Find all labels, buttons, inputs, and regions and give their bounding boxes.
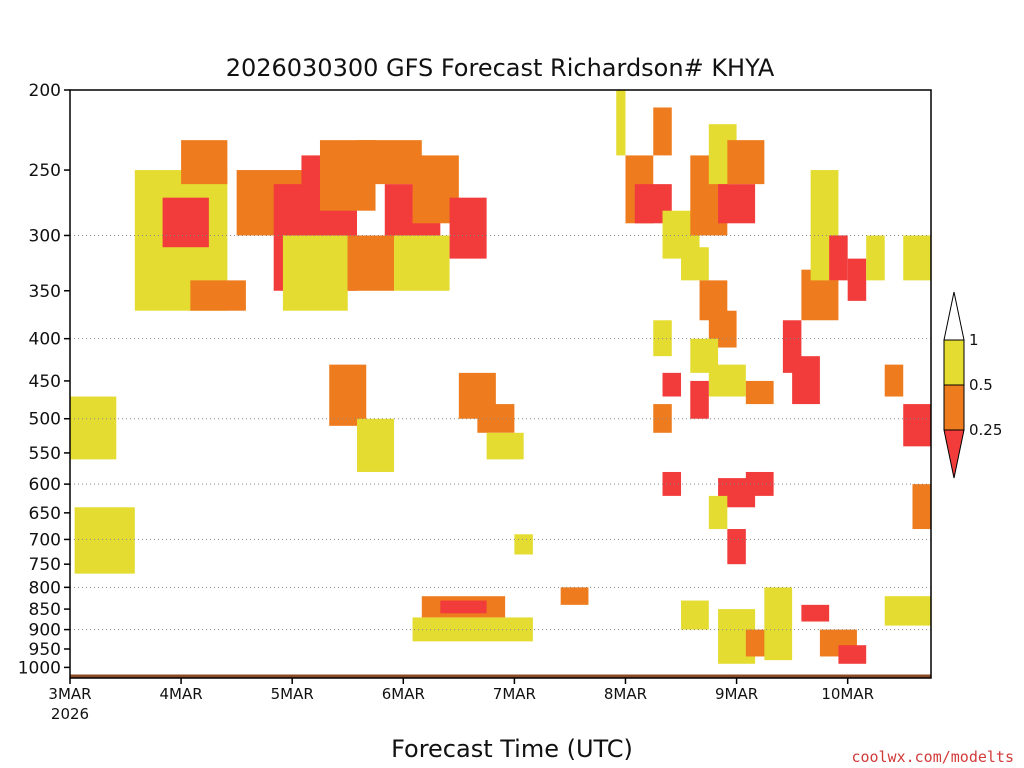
ri-cell — [329, 364, 367, 426]
ri-cell — [347, 235, 395, 291]
legend-label: 0.5 — [969, 376, 993, 394]
ri-cell — [181, 140, 228, 185]
y-tick-label: 750 — [29, 555, 61, 575]
x-tick-label: 6MAR — [382, 685, 425, 703]
ri-cell — [662, 372, 682, 397]
ri-cell — [190, 280, 246, 311]
x-tick-sublabel: 2026 — [51, 705, 89, 723]
legend-label: 1 — [969, 331, 979, 349]
x-tick-label: 9MAR — [715, 685, 758, 703]
y-axis: 200 250 300 350 400 450 500 550 600 650 700 750 8008… — [18, 81, 70, 678]
ri-cell — [357, 140, 422, 185]
ri-cell — [282, 235, 348, 311]
y-tick-label: 450 — [29, 372, 61, 392]
y-tick-label: 250 — [29, 161, 61, 181]
plot-area — [69, 89, 932, 679]
ri-cell — [653, 107, 672, 156]
x-axis: 3MAR 2026 4MAR 5MAR 6MAR 7MAR 8MAR 9MAR 10MAR — [48, 678, 874, 723]
ri-cell — [708, 364, 746, 397]
y-tick-label: 700 — [29, 530, 61, 550]
y-tick-label: 500 — [29, 410, 61, 430]
source-credit[interactable]: coolwx.com/modelts — [851, 748, 1014, 766]
ri-cell — [838, 645, 867, 664]
chart-title: 2026030300 GFS Forecast Richardson# KHYA — [226, 54, 775, 82]
ri-cell — [884, 364, 904, 397]
ri-cell — [708, 495, 728, 530]
y-tick-label: 950 — [29, 640, 61, 660]
y-tick-label: 900 — [29, 621, 61, 641]
ground-band — [70, 674, 931, 678]
ri-cell — [727, 140, 765, 185]
y-tick-label: 850 — [29, 600, 61, 620]
ri-cell — [727, 529, 746, 565]
x-axis-title: Forecast Time (UTC) — [391, 735, 633, 763]
ri-cell — [357, 418, 395, 472]
x-tick-label: 3MAR — [48, 685, 91, 703]
ri-cell — [486, 432, 524, 460]
ri-cell — [681, 247, 709, 281]
ri-cell — [449, 197, 487, 259]
ri-cell — [162, 197, 209, 248]
legend-swatch — [943, 339, 965, 386]
ri-cell — [616, 90, 626, 156]
ri-cell — [764, 587, 793, 661]
x-tick-label: 7MAR — [493, 685, 536, 703]
ri-cell — [394, 235, 450, 291]
ri-cell — [903, 404, 931, 447]
ri-cell — [440, 600, 487, 614]
ri-cell — [745, 380, 774, 405]
ri-cell — [74, 507, 135, 574]
legend-swatch — [943, 384, 965, 431]
legend-label: 0.25 — [969, 421, 1002, 439]
legend-top-triangle — [943, 291, 965, 341]
x-tick-label: 10MAR — [821, 685, 874, 703]
ri-cell — [884, 596, 931, 626]
ri-cell — [514, 534, 533, 555]
y-tick-label: 800 — [29, 578, 61, 598]
ri-cell — [681, 600, 709, 630]
y-tick-label: 600 — [29, 475, 61, 495]
y-tick-label: 650 — [29, 504, 61, 524]
ri-cell — [903, 235, 931, 281]
ri-cell — [70, 396, 117, 460]
ri-cell — [560, 587, 589, 605]
y-tick-label: 200 — [29, 81, 61, 101]
y-tick-label: 350 — [29, 282, 61, 302]
ri-cell — [866, 235, 885, 281]
ri-cell — [477, 404, 515, 433]
y-tick-label: 400 — [29, 330, 61, 350]
ri-cell — [690, 380, 709, 419]
plot-frame — [69, 89, 932, 679]
legend-bottom-triangle — [943, 429, 965, 479]
ri-cell — [745, 471, 774, 496]
ri-cell — [829, 235, 848, 281]
ri-cell — [847, 258, 867, 301]
ri-cell — [792, 356, 820, 405]
ri-cell — [912, 484, 931, 530]
x-tick-label: 8MAR — [604, 685, 647, 703]
ri-cell — [662, 471, 682, 496]
ri-cell — [801, 604, 830, 622]
legend: 1 0.5 0.25 — [943, 291, 1002, 479]
x-tick-label: 5MAR — [271, 685, 314, 703]
ri-cell — [412, 617, 533, 642]
y-tick-label: 550 — [29, 444, 61, 464]
x-tick-label: 4MAR — [160, 685, 203, 703]
y-tick-label: 300 — [29, 226, 61, 246]
y-tick-label: 1000 — [18, 658, 61, 678]
ri-cell — [718, 184, 756, 224]
